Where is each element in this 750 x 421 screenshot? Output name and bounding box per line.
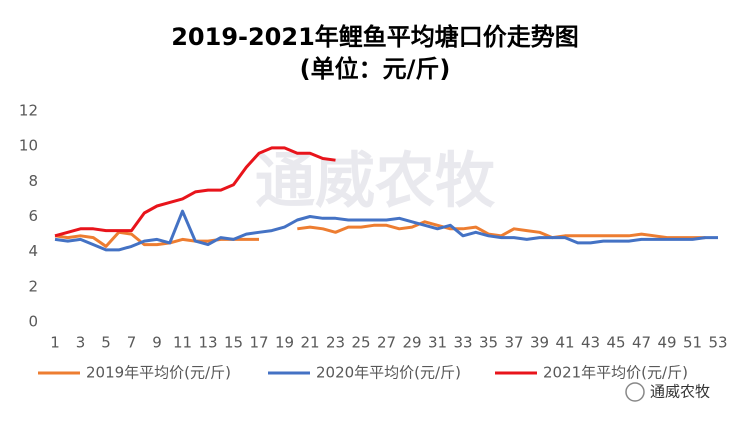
x-tick-label: 51 <box>683 334 702 352</box>
x-tick-label: 31 <box>428 334 447 352</box>
x-tick-label: 13 <box>198 334 217 352</box>
x-tick-label: 29 <box>402 334 421 352</box>
y-tick-label: 2 <box>28 277 38 295</box>
x-tick-label: 53 <box>708 334 727 352</box>
x-tick-label: 47 <box>632 334 651 352</box>
series-line <box>54 146 336 238</box>
logo: 通威农牧 <box>625 382 710 402</box>
x-tick-label: 35 <box>479 334 498 352</box>
x-tick-label: 33 <box>453 334 472 352</box>
x-tick-label: 7 <box>127 334 137 352</box>
y-tick-label: 6 <box>28 207 38 225</box>
x-tick-label: 37 <box>504 334 523 352</box>
x-tick-label: 5 <box>101 334 111 352</box>
x-tick-label: 9 <box>152 334 162 352</box>
x-tick-label: 39 <box>530 334 549 352</box>
chart-subtitle: (单位：元/斤) <box>300 55 451 83</box>
x-tick-label: 41 <box>555 334 574 352</box>
x-tick-label: 19 <box>275 334 294 352</box>
x-tick-label: 3 <box>76 334 86 352</box>
y-tick-label: 12 <box>19 102 38 120</box>
x-tick-label: 1 <box>50 334 60 352</box>
y-tick-label: 4 <box>28 242 38 260</box>
legend-label: 2021年平均价(元/斤) <box>543 364 688 382</box>
x-tick-label: 11 <box>173 334 192 352</box>
logo-icon <box>625 382 645 402</box>
x-tick-label: 43 <box>581 334 600 352</box>
x-tick-label: 25 <box>351 334 370 352</box>
x-tick-label: 23 <box>326 334 345 352</box>
y-tick-label: 0 <box>28 313 38 331</box>
x-tick-label: 21 <box>300 334 319 352</box>
x-tick-label: 27 <box>377 334 396 352</box>
x-tick-label: 45 <box>606 334 625 352</box>
x-tick-label: 15 <box>224 334 243 352</box>
chart-title: 2019-2021年鲤鱼平均塘口价走势图 <box>171 23 579 51</box>
y-tick-label: 10 <box>19 137 38 155</box>
watermark: 通威农牧 <box>255 147 496 217</box>
x-tick-label: 17 <box>249 334 268 352</box>
series-line <box>54 209 718 252</box>
x-tick-label: 49 <box>657 334 676 352</box>
legend-label: 2020年平均价(元/斤) <box>316 364 461 382</box>
legend-label: 2019年平均价(元/斤) <box>86 364 231 382</box>
logo-text: 通威农牧 <box>650 383 710 401</box>
y-tick-label: 8 <box>28 172 38 190</box>
